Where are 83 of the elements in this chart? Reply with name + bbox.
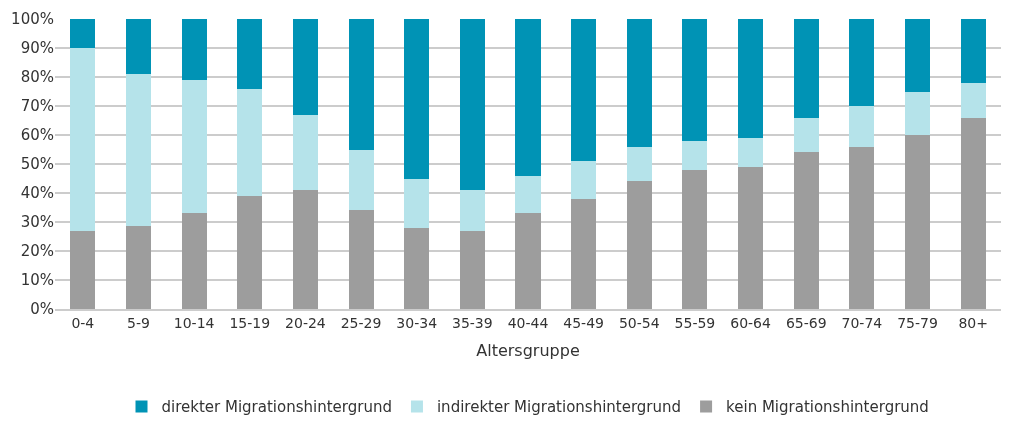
bar [125, 74, 151, 227]
bar [70, 230, 96, 309]
x-tick-label: 40-44 [507, 314, 549, 331]
x-tick-label: 5-9 [127, 314, 150, 331]
bar [404, 19, 430, 179]
x-tick-label: 55-59 [674, 314, 716, 331]
bar [237, 195, 263, 309]
bar [849, 146, 875, 309]
x-tick-label: 70-74 [841, 314, 883, 331]
legend-label: indirekter Migrationshintergrund [436, 398, 682, 417]
bar [181, 19, 207, 80]
bar [404, 227, 430, 309]
x-tick-label: 35-39 [452, 314, 493, 331]
bar [515, 213, 541, 309]
bar [237, 88, 263, 196]
x-axis-title: Altersgruppe [476, 341, 580, 360]
bar [459, 190, 485, 231]
y-tick-label: 30% [20, 213, 54, 232]
bar [348, 210, 374, 309]
bar [181, 213, 207, 309]
y-tick-label: 70% [20, 97, 54, 116]
bar [626, 181, 652, 309]
bar [571, 161, 597, 199]
bar [70, 48, 96, 231]
bar [125, 226, 151, 309]
y-tick-label: 50% [20, 155, 54, 174]
bar [571, 19, 597, 162]
x-tick-label: 60-64 [730, 314, 772, 331]
x-tick-label: 65-69 [785, 314, 827, 331]
x-tick-label: 45-49 [563, 314, 604, 331]
bar [849, 106, 875, 147]
x-tick-label: 15-19 [229, 314, 271, 331]
x-tick-label: 30-34 [396, 314, 438, 331]
bar [459, 19, 485, 191]
bar [960, 19, 986, 83]
x-tick-label: 75-79 [897, 314, 938, 331]
x-tick-label: 10-14 [173, 314, 215, 331]
y-tick-label: 80% [20, 68, 54, 87]
bar [738, 166, 764, 309]
y-tick-label: 20% [20, 242, 54, 261]
bar [793, 152, 819, 309]
bar [292, 19, 318, 115]
x-tick-label: 25-29 [340, 314, 382, 331]
bar [571, 198, 597, 309]
bar [682, 19, 708, 141]
bar [348, 19, 374, 150]
x-tick-label: 0-4 [71, 314, 95, 331]
bar [348, 149, 374, 211]
bar [849, 19, 875, 106]
y-tick-label: 40% [20, 184, 54, 203]
bar [960, 82, 986, 118]
bar [292, 114, 318, 191]
bar [125, 19, 151, 75]
y-tick-label: 60% [20, 126, 54, 145]
bar [682, 169, 708, 309]
bar [292, 190, 318, 309]
bar [237, 19, 263, 89]
x-tick-label: 50-54 [618, 314, 660, 331]
bar [905, 135, 931, 309]
y-tick-label: 0% [30, 300, 54, 319]
bar [960, 117, 986, 309]
bar [682, 140, 708, 170]
bar [905, 19, 931, 92]
y-tick-label: 90% [20, 39, 54, 58]
bar [70, 19, 96, 48]
y-tick-label: 100% [11, 10, 54, 29]
bar [515, 175, 541, 214]
bar [793, 117, 819, 153]
bar [626, 146, 652, 182]
bar [404, 178, 430, 228]
bar [793, 19, 819, 118]
bar [626, 19, 652, 147]
x-tick-label: 80+ [958, 314, 988, 331]
bar [738, 137, 764, 167]
legend-label: direkter Migrationshintergrund [161, 398, 392, 417]
x-tick-label: 20-24 [285, 314, 326, 331]
bar [459, 230, 485, 309]
bar [515, 19, 541, 176]
legend-label: kein Migrationshintergrund [726, 398, 929, 417]
bar [181, 79, 207, 214]
y-tick-label: 10% [20, 271, 54, 290]
bar [738, 19, 764, 138]
bar [905, 91, 931, 135]
